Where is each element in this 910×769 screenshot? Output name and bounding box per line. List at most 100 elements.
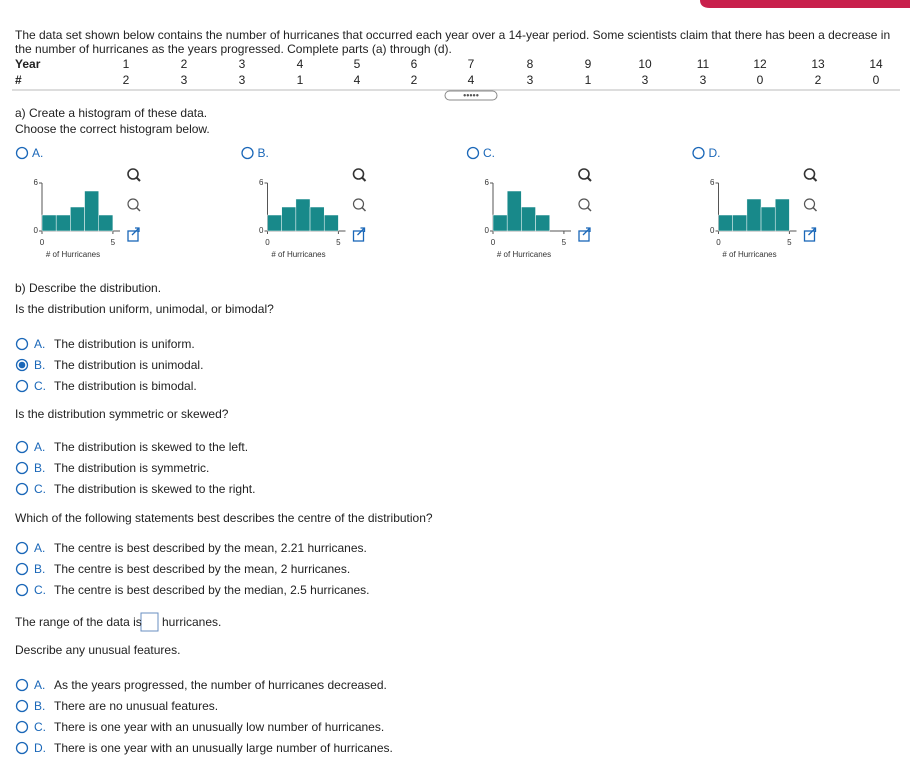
year-cell: 2 <box>180 57 188 71</box>
radio-button[interactable] <box>15 440 29 454</box>
popout-icon[interactable] <box>578 230 590 242</box>
count-cell: 2 <box>122 73 130 87</box>
histogram-bar <box>521 206 536 232</box>
option-letter: A. <box>32 146 44 160</box>
question: Which of the following statements best d… <box>15 511 433 525</box>
zoom-out-handle <box>586 206 592 212</box>
year-cell: 3 <box>238 57 246 71</box>
zoom-out-icon[interactable] <box>352 198 365 210</box>
x-tick-label: 5 <box>336 238 341 247</box>
zoom-out-handle <box>135 206 141 212</box>
histogram-bar <box>55 214 71 232</box>
part-b-prompt: b) Describe the distribution. <box>15 281 162 295</box>
radio-button[interactable] <box>15 699 29 713</box>
option-text: There is one year with an unusually low … <box>54 720 385 734</box>
zoom-out-icon[interactable] <box>578 198 590 210</box>
x-axis-label: # of Hurricanes <box>722 250 776 259</box>
option-letter: A. <box>34 541 46 555</box>
count-cell: 3 <box>699 73 707 87</box>
count-cell: 3 <box>238 73 246 87</box>
range-prompt: The range of the data is <box>15 615 142 629</box>
popout-arrow <box>808 227 817 236</box>
option-text: The centre is best described by the medi… <box>54 583 370 597</box>
y-tick-label: 0 <box>259 226 264 235</box>
option-text: The distribution is uniform. <box>54 337 195 351</box>
option-text: The distribution is skewed to the right. <box>54 482 256 496</box>
histogram-bar <box>84 190 99 232</box>
radio-button[interactable] <box>15 720 29 734</box>
intro: The data set shown below contains the nu… <box>15 28 891 56</box>
option-letter: A. <box>34 337 46 351</box>
x-tick-label: 5 <box>111 238 116 247</box>
option-text: There are no unusual features. <box>54 699 219 713</box>
year-cell: 6 <box>410 57 418 71</box>
y-tick-label: 6 <box>259 178 264 187</box>
radio-dot <box>18 361 26 369</box>
histogram-bar <box>760 206 776 232</box>
option-letter: D. <box>34 741 46 755</box>
x-axis-label: # of Hurricanes <box>46 250 100 259</box>
popout-arrow <box>131 227 140 236</box>
radio-button[interactable] <box>15 461 29 475</box>
radio-button[interactable] <box>15 678 29 692</box>
year-cell: 13 <box>811 57 825 71</box>
zoom-in-icon[interactable] <box>578 168 590 180</box>
x-tick-label: 0 <box>491 238 496 247</box>
histogram-bar <box>295 198 311 232</box>
year-cell: 9 <box>584 57 592 71</box>
count-cell: 2 <box>814 73 822 87</box>
x-tick-label: 0 <box>40 238 45 247</box>
radio-button[interactable] <box>466 146 480 160</box>
histogram-bar <box>732 214 748 232</box>
x-tick-label: 5 <box>562 238 567 247</box>
count-cell: 0 <box>756 73 764 87</box>
option-text: The distribution is bimodal. <box>54 379 197 393</box>
option-text: There is one year with an unusually larg… <box>54 741 393 755</box>
zoom-in-icon[interactable] <box>127 168 139 180</box>
zoom-in-icon[interactable] <box>352 168 365 180</box>
histogram-bar <box>98 214 114 232</box>
option-letter: B. <box>34 461 46 475</box>
radio-button[interactable] <box>15 541 29 555</box>
option-letter: B. <box>34 699 46 713</box>
count-cell: 0 <box>872 73 880 87</box>
x-axis-label: # of Hurricanes <box>271 250 325 259</box>
count-cell: 3 <box>180 73 188 87</box>
popout-arrow <box>357 227 366 236</box>
option-text: The distribution is symmetric. <box>54 461 210 475</box>
zoom-out-icon[interactable] <box>127 198 139 210</box>
histogram-bar <box>774 198 790 232</box>
count-cell: 3 <box>641 73 649 87</box>
radio-button[interactable] <box>15 146 29 160</box>
zoom-in-icon[interactable] <box>803 168 816 180</box>
zoom-in-handle <box>135 176 141 182</box>
zoom-out-icon[interactable] <box>803 198 816 210</box>
option-text: The distribution is unimodal. <box>54 358 204 372</box>
radio-button[interactable] <box>15 482 29 496</box>
y-tick-label: 6 <box>34 178 39 187</box>
radio-button[interactable] <box>241 146 254 160</box>
features-prompt: Describe any unusual features. <box>15 643 181 657</box>
popout-icon[interactable] <box>352 230 365 242</box>
radio-button[interactable] <box>692 146 705 160</box>
range-input[interactable] <box>140 612 159 632</box>
count-cell: 1 <box>584 73 592 87</box>
radio-button[interactable] <box>15 583 29 597</box>
year-cell: 7 <box>467 57 475 71</box>
histogram-bar <box>746 198 762 232</box>
popout-icon[interactable] <box>803 230 816 242</box>
expand-button[interactable] <box>444 90 498 101</box>
y-tick-label: 6 <box>485 178 490 187</box>
y-tick-label: 0 <box>34 226 39 235</box>
popout-icon[interactable] <box>127 230 139 242</box>
year-cell: 14 <box>869 57 883 71</box>
part-a-prompt: a) Create a histogram of these data. <box>15 106 208 120</box>
radio-button[interactable] <box>15 379 29 393</box>
x-tick-label: 0 <box>716 238 721 247</box>
radio-button[interactable] <box>15 337 29 351</box>
radio-button[interactable] <box>15 741 29 755</box>
option-letter: C. <box>34 482 46 496</box>
radio-button[interactable] <box>15 562 29 576</box>
x-tick-label: 5 <box>787 238 792 247</box>
